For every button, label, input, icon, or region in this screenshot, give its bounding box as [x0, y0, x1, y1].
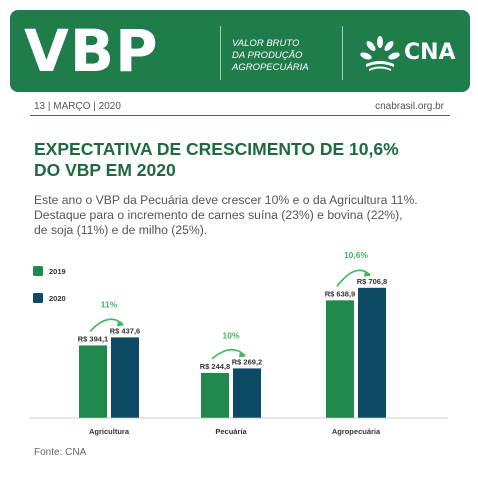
header-divider	[220, 26, 221, 80]
growth-label: 10%	[222, 330, 239, 340]
divider-rule	[30, 115, 450, 116]
bar-2019	[79, 345, 107, 418]
headline-line: DO VBP EM 2020	[34, 160, 176, 180]
bar-value-label: R$ 394,1	[78, 334, 108, 343]
bar-value-label: R$ 244,8	[200, 362, 230, 371]
growth-arc	[211, 348, 246, 360]
growth-arrowhead	[117, 320, 124, 327]
growth-label: 11%	[101, 299, 118, 309]
cna-wheat-logo-icon	[360, 36, 400, 71]
summary-line: Destaque para o incremento de carnes suí…	[34, 208, 403, 222]
headline-line: EXPECTATIVA DE CRESCIMENTO DE 10,6%	[34, 139, 399, 159]
header-tagline: VALOR BRUTO DA PRODUÇÃO AGROPECUÁRIA	[232, 38, 342, 74]
bar-2019	[326, 300, 354, 418]
cna-logo: CNA	[360, 36, 470, 72]
growth-arrowhead	[364, 270, 371, 277]
category-label: Agricultura	[89, 427, 130, 436]
headline: EXPECTATIVA DE CRESCIMENTO DE 10,6% DO V…	[34, 139, 454, 181]
bar-2020	[358, 287, 386, 418]
bar-value-label: R$ 437,6	[110, 326, 140, 335]
legend-label: 2020	[49, 294, 66, 303]
vbp-logo-text: VBP	[24, 17, 159, 85]
vbp-bar-chart: 2019 2020 R$ 394,1R$ 437,6 11% Agricultura R$…	[30, 250, 448, 436]
header-banner: VBP VALOR BRUTO DA PRODUÇÃO AGROPECUÁRIA…	[10, 10, 470, 92]
category-label: Agropecuária	[332, 427, 381, 436]
summary-line: Este ano o VBP da Pecuária deve crescer …	[34, 193, 418, 207]
bar-2020	[233, 368, 261, 418]
bar-2020	[111, 337, 139, 418]
website-link[interactable]: cnabrasil.org.br	[375, 101, 444, 112]
tagline-line: VALOR BRUTO	[232, 38, 300, 49]
tagline-line: AGROPECUÁRIA	[232, 62, 309, 73]
source-note: Fonte: CNA	[34, 447, 87, 458]
bar-2019	[201, 372, 229, 418]
growth-arrowhead	[239, 351, 246, 358]
category-label: Pecuária	[215, 427, 247, 436]
summary-paragraph: Este ano o VBP da Pecuária deve crescer …	[34, 193, 454, 238]
legend-swatch	[33, 293, 43, 303]
summary-line: de soja (11%) e de milho (25%).	[34, 223, 208, 237]
bar-value-label: R$ 269,2	[232, 357, 262, 366]
legend-swatch	[33, 266, 43, 276]
growth-arc	[89, 318, 124, 332]
cna-brand-text: CNA	[404, 40, 456, 65]
growth-label: 10,6%	[344, 250, 369, 260]
bar-value-label: R$ 638,9	[325, 289, 355, 298]
legend-label: 2019	[49, 267, 66, 276]
tagline-line: DA PRODUÇÃO	[232, 50, 303, 61]
bar-value-label: R$ 706,8	[357, 277, 387, 286]
publication-date: 13 | MARÇO | 2020	[34, 101, 121, 112]
header-divider	[342, 26, 343, 80]
